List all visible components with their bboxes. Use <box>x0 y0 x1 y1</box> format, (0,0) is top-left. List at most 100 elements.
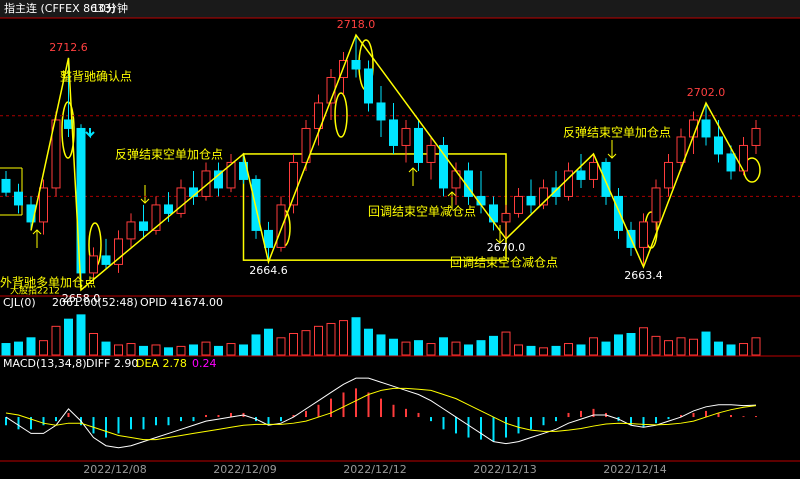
candle-body <box>651 187 661 223</box>
volume-bar <box>651 335 661 356</box>
macd-title: MACD(13,34,8) <box>3 357 87 370</box>
candle-body <box>51 119 61 189</box>
candle-body <box>589 161 598 180</box>
volume-bar <box>414 340 423 356</box>
volume-bar <box>226 343 236 356</box>
candle-body <box>601 161 611 197</box>
candle-body <box>89 255 98 274</box>
x-tick-label: 2022/12/08 <box>83 463 146 476</box>
annotation: 反弹结束空单加仓点 <box>563 126 671 140</box>
volume-bar <box>639 327 648 356</box>
arrows <box>32 140 617 248</box>
price-label: 2658.0 <box>62 292 101 305</box>
volume-bar <box>339 320 348 356</box>
volume-bar <box>501 331 511 356</box>
volume-bar <box>451 341 461 356</box>
volume-bar <box>314 325 323 356</box>
annotation: 回调结束空单减仓点 <box>368 205 476 219</box>
candle-body <box>614 195 623 231</box>
macd-value: 0.24 <box>192 357 217 370</box>
volume-bar <box>701 331 711 356</box>
x-tick-label: 2022/12/14 <box>603 463 666 476</box>
volume-value: 2061.00(52:48) <box>52 296 138 309</box>
volume-bar <box>426 343 436 356</box>
candle-body <box>314 102 323 129</box>
wave-line <box>30 33 745 292</box>
arrow <box>85 128 95 139</box>
volume-bar <box>551 345 561 356</box>
volume-bar <box>39 340 48 356</box>
volume-bar <box>539 347 548 356</box>
candle-body <box>14 191 23 206</box>
candle-body <box>126 221 136 240</box>
candle-body <box>226 161 236 189</box>
annotation: 回调结束空仓减仓点 <box>450 256 558 270</box>
candle-body <box>389 119 398 146</box>
volume-bar <box>726 344 736 356</box>
x-tick-label: 2022/12/12 <box>343 463 406 476</box>
volume-bar <box>601 341 611 356</box>
macd-diff: DIFF 2.90 <box>86 357 138 370</box>
annotation: 外背驰多单加仓点 <box>0 276 96 290</box>
annotation: 整背驰确认点 <box>60 69 132 84</box>
macd-diff <box>5 377 757 449</box>
volume-bar <box>664 340 673 356</box>
candle-body <box>76 127 86 274</box>
candle-body <box>1 178 11 193</box>
price-label: 2712.6 <box>49 41 88 54</box>
volume-bar <box>201 341 211 356</box>
volume-bar <box>176 345 186 356</box>
volume-bar <box>439 337 448 356</box>
candle-body <box>114 238 123 265</box>
candle-body <box>539 187 548 206</box>
candle-body <box>701 119 711 138</box>
volume-bar <box>239 344 248 356</box>
volume-bar <box>214 345 223 356</box>
volume-bar <box>364 328 373 356</box>
candle-body <box>39 187 48 223</box>
candle-body <box>751 127 761 146</box>
volume-bar <box>189 344 198 356</box>
candle-body <box>564 170 573 197</box>
volume-bar <box>489 335 498 356</box>
candle-body <box>664 161 673 189</box>
candle-body <box>364 68 373 104</box>
volume-bar <box>64 318 73 356</box>
candle-body <box>426 144 436 163</box>
symbol: 指主连 (CFFEX 8633) <box>4 1 115 15</box>
volume-bar <box>1 343 11 356</box>
x-tick-label: 2022/12/13 <box>473 463 536 476</box>
candle-body <box>401 127 411 146</box>
candle-body <box>414 127 423 163</box>
volume-bar <box>14 341 23 356</box>
candle-body <box>526 195 536 206</box>
volume-bar <box>114 344 123 356</box>
candle-body <box>714 136 723 155</box>
candle-body <box>201 170 211 197</box>
volume-bar <box>676 337 686 356</box>
candle-body <box>351 59 361 70</box>
price-label: 2664.6 <box>249 264 288 277</box>
volume-bar <box>51 325 61 356</box>
price-label: 2670.0 <box>487 241 526 254</box>
volume-bar <box>476 340 486 356</box>
candle-body <box>514 195 523 214</box>
volume-bar <box>89 333 98 356</box>
x-tick-label: 2022/12/09 <box>213 463 276 476</box>
volume-bar <box>276 337 286 356</box>
price-label: 2663.4 <box>624 269 663 282</box>
volume-bar <box>326 322 336 356</box>
volume-bar <box>389 338 398 356</box>
candle-body <box>164 204 173 214</box>
volume-bar <box>289 333 298 356</box>
volume-bar <box>76 314 86 356</box>
volume-bar <box>514 344 523 356</box>
volume-bar <box>464 344 473 356</box>
volume-bar <box>139 345 148 356</box>
volume-bar <box>526 345 536 356</box>
volume-bar <box>626 333 636 356</box>
volume-bar <box>101 341 111 356</box>
volume-bar <box>564 343 573 356</box>
candle-body <box>501 212 511 223</box>
